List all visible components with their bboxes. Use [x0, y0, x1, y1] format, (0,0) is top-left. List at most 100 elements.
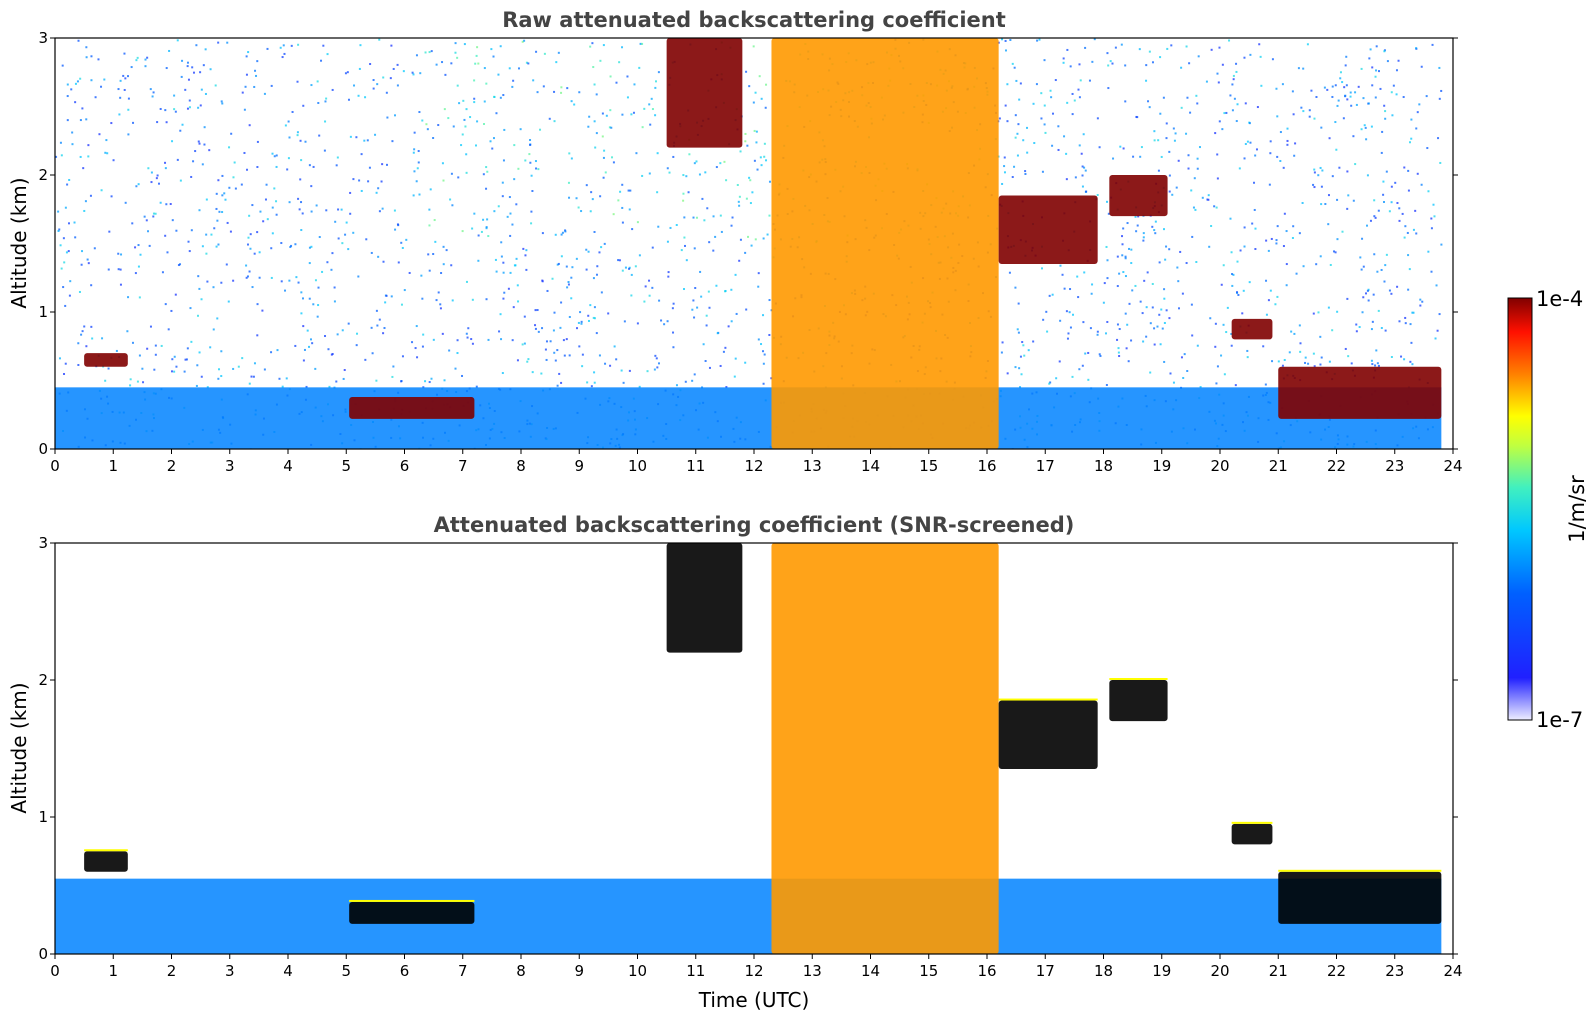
- noise-dot: [1384, 329, 1387, 332]
- noise-dot: [630, 294, 633, 297]
- noise-dot: [467, 327, 470, 330]
- noise-dot: [487, 338, 490, 341]
- noise-dot: [1193, 177, 1196, 180]
- noise-dot: [626, 96, 629, 99]
- noise-dot: [1134, 215, 1137, 218]
- noise-dot: [1409, 323, 1412, 326]
- noise-dot: [290, 44, 293, 47]
- noise-dot: [760, 97, 763, 100]
- noise-dot: [186, 61, 189, 64]
- heatmap-region-descending-cloud-base: [998, 195, 1098, 265]
- noise-dot: [1020, 373, 1023, 376]
- noise-dot: [1042, 318, 1045, 321]
- x-tick-label: 8: [516, 457, 526, 475]
- noise-dot: [1438, 66, 1441, 69]
- noise-dot: [1153, 130, 1156, 133]
- noise-dot: [731, 216, 734, 219]
- noise-dot: [1232, 273, 1235, 276]
- noise-dot: [1215, 382, 1218, 385]
- noise-dot: [1235, 70, 1238, 73]
- noise-dot: [1006, 372, 1009, 375]
- x-tick-label: 19: [1152, 457, 1171, 475]
- noise-dot: [705, 314, 708, 317]
- noise-dot: [523, 315, 526, 318]
- noise-dot: [66, 119, 69, 122]
- noise-dot: [1338, 166, 1341, 169]
- noise-dot: [1156, 325, 1159, 328]
- noise-dot: [418, 193, 421, 196]
- noise-dot: [561, 231, 564, 234]
- noise-dot: [129, 384, 132, 387]
- noise-dot: [605, 114, 608, 117]
- noise-dot: [185, 358, 188, 361]
- noise-dot: [342, 377, 345, 380]
- noise-dot: [1410, 118, 1413, 121]
- noise-dot: [585, 268, 588, 271]
- noise-dot: [471, 227, 474, 230]
- noise-dot: [443, 379, 446, 382]
- noise-dot: [396, 84, 399, 87]
- noise-dot: [120, 253, 123, 256]
- noise-dot: [1294, 142, 1297, 145]
- noise-dot: [249, 233, 252, 236]
- noise-dot: [291, 110, 294, 113]
- noise-dot: [1011, 176, 1014, 179]
- noise-dot: [515, 203, 518, 206]
- noise-dot: [168, 49, 171, 52]
- noise-dot: [1032, 340, 1035, 343]
- noise-dot: [511, 223, 514, 226]
- x-tick-label: 0: [50, 457, 60, 475]
- noise-dot: [1072, 313, 1075, 316]
- noise-dot: [1415, 127, 1418, 130]
- noise-dot: [85, 46, 88, 49]
- noise-dot: [1079, 79, 1082, 82]
- noise-dot: [744, 140, 747, 143]
- noise-dot: [333, 300, 336, 303]
- noise-dot: [1026, 126, 1029, 129]
- noise-dot: [1162, 96, 1165, 99]
- noise-dot: [106, 152, 109, 155]
- noise-dot: [1146, 271, 1149, 274]
- noise-dot: [636, 322, 639, 325]
- noise-dot: [1065, 310, 1068, 313]
- noise-dot: [1430, 217, 1433, 220]
- noise-dot: [586, 381, 589, 384]
- noise-dot: [1366, 289, 1369, 292]
- x-tick-label: 2: [167, 457, 177, 475]
- noise-dot: [1019, 82, 1022, 85]
- noise-dot: [1290, 330, 1293, 333]
- noise-dot: [198, 209, 201, 212]
- noise-dot: [443, 108, 446, 111]
- noise-dot: [157, 182, 160, 185]
- noise-dot: [112, 159, 115, 162]
- noise-dot: [593, 306, 596, 309]
- noise-dot: [1121, 235, 1124, 238]
- noise-dot: [1016, 154, 1019, 157]
- noise-dot: [1336, 104, 1339, 107]
- noise-dot: [1134, 284, 1137, 287]
- noise-dot: [227, 300, 230, 303]
- noise-dot: [473, 97, 476, 100]
- noise-dot: [150, 181, 153, 184]
- noise-dot: [85, 345, 88, 348]
- noise-dot: [400, 380, 403, 383]
- noise-dot: [611, 156, 614, 159]
- noise-dot: [1148, 50, 1151, 53]
- noise-dot: [1018, 367, 1021, 370]
- noise-dot: [190, 229, 193, 232]
- noise-dot: [199, 104, 202, 107]
- noise-dot: [266, 47, 269, 50]
- noise-dot: [312, 165, 315, 168]
- noise-dot: [433, 219, 436, 222]
- noise-dot: [1066, 48, 1069, 51]
- noise-dot: [82, 167, 85, 170]
- noise-dot: [1361, 237, 1364, 240]
- noise-dot: [1383, 50, 1386, 53]
- heatmap-region-cirrus-fall-streaks: [666, 38, 743, 148]
- noise-dot: [303, 348, 306, 351]
- noise-dot: [498, 330, 501, 333]
- noise-dot: [214, 84, 217, 87]
- noise-dot: [1244, 143, 1247, 146]
- noise-dot: [724, 346, 727, 349]
